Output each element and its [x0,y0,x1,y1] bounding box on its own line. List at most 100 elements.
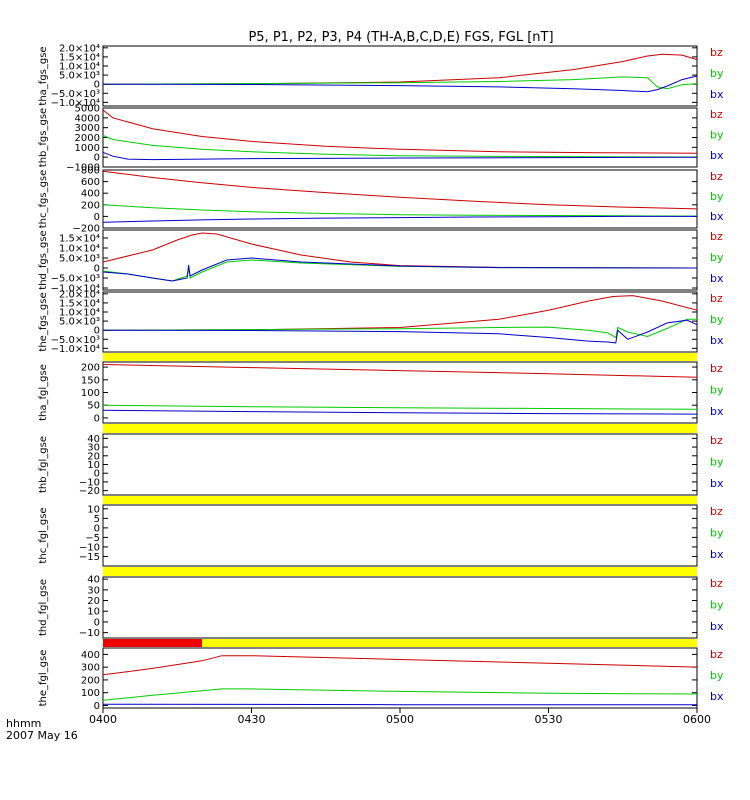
series-bz-line [102,655,698,676]
y-tick-label: 2.0×10⁴ [59,289,100,300]
series-bz-line [102,170,698,210]
y-tick-label: 50 [87,401,100,412]
y-axis-label: the_fgl_gse [38,650,49,707]
y-tick-label: 2000 [75,133,100,144]
y-tick-label: 20 [87,596,100,607]
series-by-line [102,135,698,158]
panel-thd_fgs_gse: 1.5×10⁴1.0×10⁴5.0×10³0−5.0×10³−1.0×10⁴th… [38,229,724,295]
y-tick-label: 0 [94,264,100,275]
y-tick-label: 150 [81,375,100,386]
panel-tha_fgs_gse: 2.0×10⁴1.5×10⁴1.0×10⁴5.0×10³0−5.0×10³−1.… [38,43,724,109]
y-tick-label: 0 [94,326,100,337]
legend-bx: bx [710,334,724,347]
series-by-line [102,688,698,701]
legend-bz: bz [710,230,723,243]
legend-bx: bx [710,477,724,490]
y-tick-label: 30 [87,585,100,596]
panel-frame [102,576,698,639]
legend-bx: bx [710,620,724,633]
date-label: 2007 May 16 [6,729,78,742]
series-bx-line [102,409,698,415]
y-tick-label: −5.0×10³ [51,89,100,100]
y-tick-label: 0 [94,413,100,424]
y-tick-label: 5 [94,514,100,525]
x-tick-label: 0530 [535,713,563,726]
y-tick-label: −1.0×10⁴ [51,344,100,355]
y-tick-label: 400 [81,650,100,661]
legend-bz: bz [710,577,723,590]
series-bx-line [102,319,698,344]
panel-frame [102,229,698,291]
legend-by: by [710,251,724,264]
y-tick-label: 0 [94,469,100,480]
legend-bz: bz [710,292,723,305]
panel-the_fgs_gse: 2.0×10⁴1.5×10⁴1.0×10⁴5.0×10³0−5.0×10³−1.… [38,289,724,355]
legend-bx: bx [710,210,724,223]
panel-frame [102,433,698,496]
y-tick-label: 1.5×10⁴ [59,234,100,245]
y-tick-label: −10 [79,628,100,639]
y-tick-label: 0 [94,523,100,534]
y-tick-label: 1000 [75,143,100,154]
y-tick-label: −20 [79,486,100,497]
x-tick-label: 0430 [238,713,266,726]
y-tick-label: −1.0×10⁴ [51,98,100,109]
y-tick-label: 5000 [75,104,100,115]
y-tick-label: 0 [94,212,100,223]
series-bx-line [102,151,698,161]
legend-bz: bz [710,648,723,661]
y-tick-label: 100 [81,388,100,399]
y-tick-label: −15 [79,552,100,563]
series-by-line [102,318,697,339]
y-tick-label: 5.0×10³ [59,317,100,328]
y-tick-label: 0 [94,701,100,712]
y-tick-label: 1.0×10⁴ [59,244,100,255]
y-tick-label: 30 [87,443,100,454]
x-axis: 0400 0430 0500 0530 0600 [89,708,711,726]
series-bz-line [102,364,698,378]
series-bx-line [102,75,698,93]
y-tick-label: 800 [81,166,100,177]
panel-frame [102,45,698,107]
legend-bz: bz [710,362,723,375]
series-by-line [102,76,698,90]
y-tick-label: 40 [87,575,100,586]
legend-bz: bz [710,434,723,447]
y-tick-label: 20 [87,451,100,462]
y-tick-label: 300 [81,663,100,674]
quality-flag-ok [103,567,697,576]
y-axis-label: thd_fgs_gse [38,230,49,289]
y-tick-label: 0 [94,153,100,164]
panel-frame [102,504,698,567]
quality-flags [103,353,697,647]
legend-by: by [710,669,724,682]
quality-flag-bad [103,639,202,647]
series-bz-line [102,109,698,154]
quality-flag-ok [103,353,697,361]
y-tick-label: −5 [85,533,100,544]
y-tick-label: 0 [94,80,100,91]
x-axis-label: hhmm [6,717,41,730]
series-by-line [102,259,698,282]
y-axis-label: the_fgs_gse [38,292,49,351]
y-tick-label: 600 [81,177,100,188]
legend-by: by [710,313,724,326]
y-tick-label: 0 [94,617,100,628]
quality-flag-ok [202,639,697,647]
legend-bx: bx [710,88,724,101]
y-tick-label: 5.0×10³ [59,71,100,82]
legend-by: by [710,190,724,203]
panel-frame [102,291,698,353]
y-axis-label: thb_fgl_gse [38,436,49,493]
y-tick-label: 3000 [75,123,100,134]
x-tick-label: 0400 [89,713,117,726]
legend-by: by [710,456,724,469]
y-tick-label: 10 [87,504,100,515]
chart-title: P5, P1, P2, P3, P4 (TH-A,B,C,D,E) FGS, F… [248,30,553,45]
x-tick-label: 0600 [683,713,711,726]
